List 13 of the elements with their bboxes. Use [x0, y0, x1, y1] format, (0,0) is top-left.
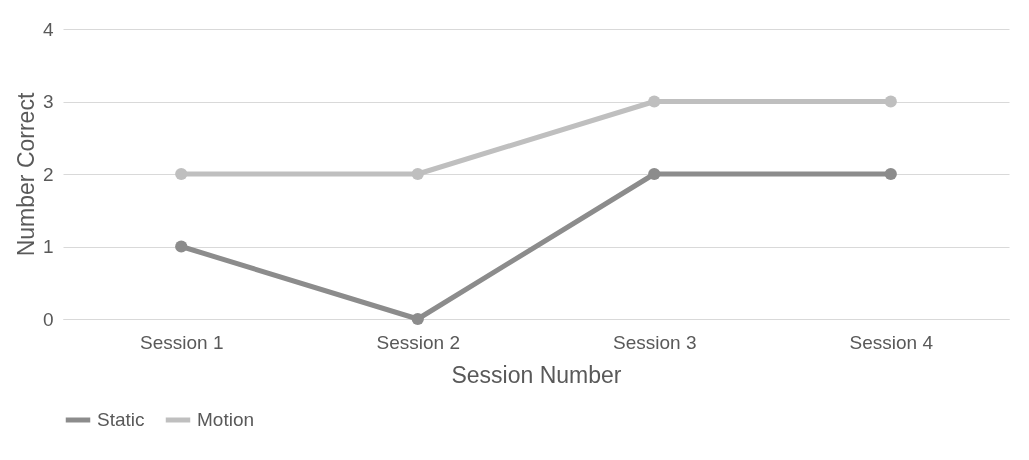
legend-label: Motion [197, 409, 255, 430]
x-tick-label: Session 1 [140, 331, 224, 353]
x-tick-label: Session 4 [849, 331, 934, 353]
y-tick-label: 2 [42, 163, 54, 185]
y-tick-label: 0 [42, 308, 54, 330]
legend-label: Static [97, 409, 145, 430]
x-axis-title: Session Number [451, 361, 622, 388]
y-axis-title: Number Correct [12, 92, 39, 257]
y-tick-label: 4 [42, 18, 54, 40]
x-tick-label: Session 2 [376, 331, 460, 353]
y-tick-label: 1 [42, 236, 54, 257]
y-tick-label: 3 [42, 91, 54, 112]
x-tick-label: Session 3 [613, 331, 697, 353]
